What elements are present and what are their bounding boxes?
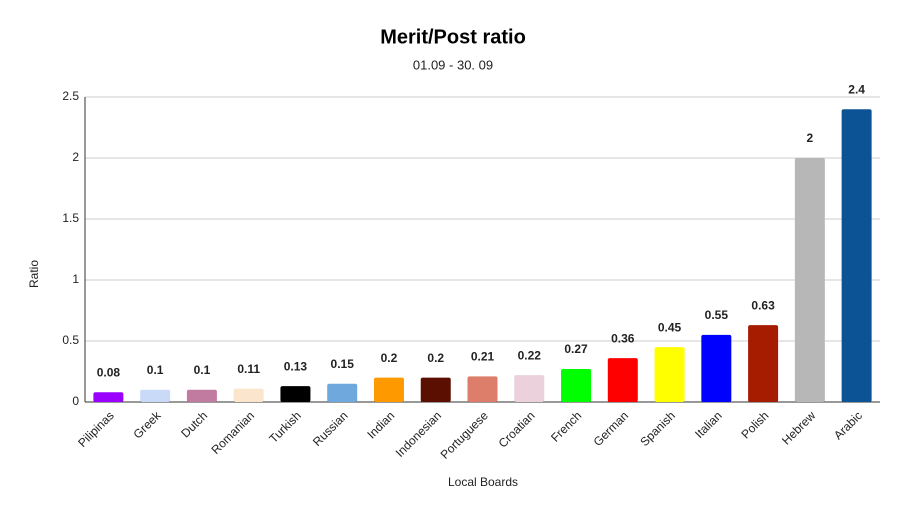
- value-label: 2.4: [848, 82, 865, 96]
- y-tick-label: 2.5: [62, 89, 79, 103]
- value-label: 0.55: [705, 308, 729, 322]
- value-label: 0.2: [381, 351, 398, 365]
- bar: [748, 325, 779, 402]
- y-axis-title: Ratio: [27, 260, 41, 288]
- value-label: 0.15: [331, 357, 355, 371]
- bar: [233, 388, 264, 402]
- bar: [561, 369, 592, 402]
- bar: [467, 376, 498, 402]
- bar: [701, 334, 732, 402]
- bar: [140, 389, 171, 402]
- value-label: 0.08: [97, 365, 121, 379]
- y-tick-label: 0: [72, 394, 79, 408]
- value-label: 0.63: [751, 298, 775, 312]
- value-label: 0.22: [518, 348, 542, 362]
- bar: [514, 375, 545, 402]
- bar: [327, 383, 358, 402]
- bar: [186, 389, 217, 402]
- value-label: 0.11: [237, 362, 260, 376]
- bar: [841, 109, 872, 402]
- value-label: 2: [807, 131, 814, 145]
- value-label: 0.13: [284, 359, 308, 373]
- bar: [373, 377, 404, 402]
- bar: [607, 358, 638, 402]
- y-tick-label: 2: [72, 150, 79, 164]
- bar: [420, 377, 451, 402]
- value-label: 0.27: [564, 342, 588, 356]
- value-label: 0.2: [427, 351, 444, 365]
- bar: [280, 386, 311, 402]
- value-label: 0.21: [471, 350, 495, 364]
- bar: [654, 347, 685, 402]
- bar: [93, 392, 124, 402]
- chart-subtitle: 01.09 - 30. 09: [413, 57, 493, 72]
- y-tick-label: 1.5: [62, 211, 79, 225]
- value-label: 0.1: [147, 363, 164, 377]
- chart-title: Merit/Post ratio: [380, 26, 526, 48]
- value-label: 0.1: [194, 363, 211, 377]
- bar: [794, 158, 825, 402]
- y-tick-label: 1: [72, 272, 79, 286]
- x-axis-title: Local Boards: [448, 475, 518, 489]
- value-label: 0.45: [658, 320, 682, 334]
- value-label: 0.36: [611, 331, 635, 345]
- y-tick-label: 0.5: [62, 333, 79, 347]
